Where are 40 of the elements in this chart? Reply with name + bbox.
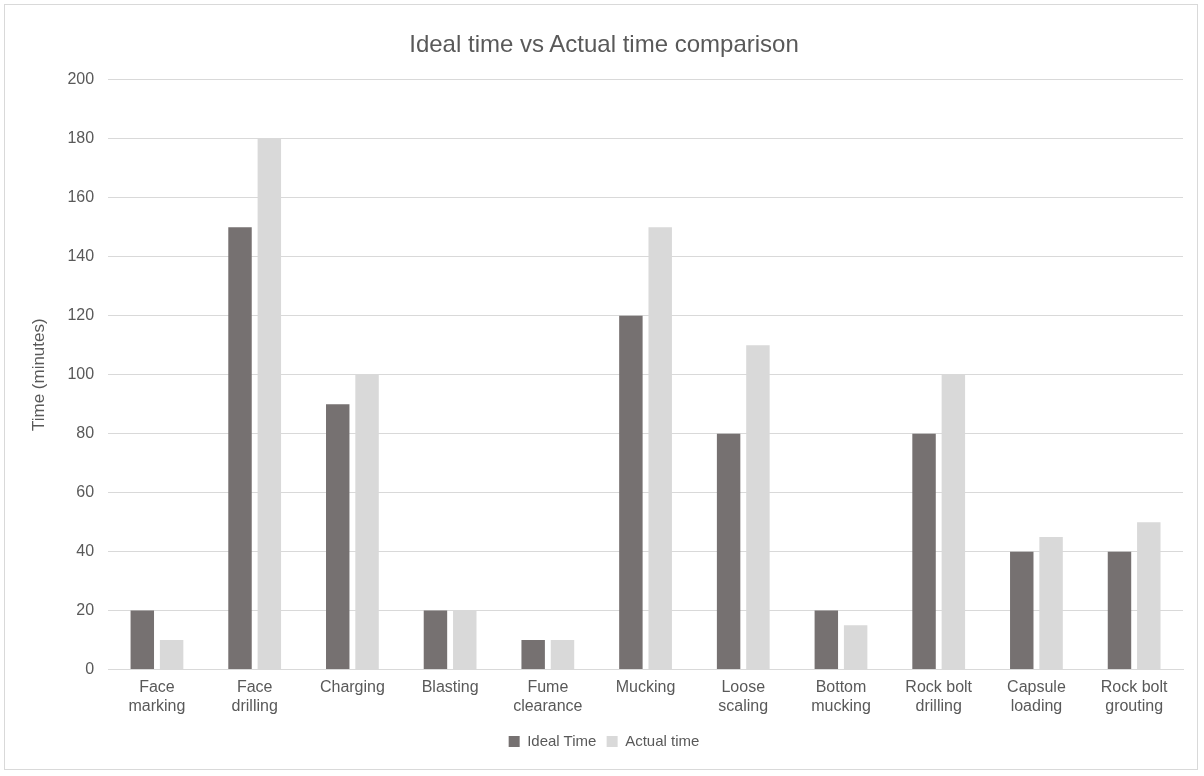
y-tick-label: 100 <box>67 365 95 383</box>
y-axis-title: Time (minutes) <box>28 318 48 432</box>
x-tick-label: Charging <box>319 677 385 695</box>
y-tick-label: 60 <box>76 483 95 501</box>
chart-title: Ideal time vs Actual time comparison <box>409 30 799 58</box>
x-tick-label: Blasting <box>421 677 479 695</box>
bar <box>159 640 184 670</box>
y-tick-label: 200 <box>67 70 95 88</box>
bar <box>423 610 448 670</box>
y-tick-label: 160 <box>67 188 95 206</box>
bar <box>716 433 741 670</box>
x-tick-label: Rock bolt grouting <box>1100 677 1169 714</box>
y-tick-label: 0 <box>85 660 95 678</box>
x-tick-label: Capsule loading <box>1007 677 1066 714</box>
y-tick-label: 120 <box>67 306 95 324</box>
bar <box>1010 551 1034 670</box>
y-tick-label: 20 <box>76 601 95 619</box>
y-tick-label: 80 <box>76 424 95 442</box>
bar <box>912 433 936 670</box>
bar <box>521 640 545 670</box>
x-tick-label: Face marking <box>128 677 186 714</box>
bar <box>1107 551 1132 670</box>
bar <box>550 640 575 670</box>
legend-label: Ideal Time <box>527 731 597 749</box>
y-tick-label: 180 <box>67 129 95 147</box>
x-tick-label: Bottom mucking <box>811 677 871 714</box>
bar <box>130 610 155 670</box>
y-tick-label: 40 <box>76 542 95 560</box>
bar <box>228 227 252 670</box>
x-tick-label: Rock bolt drilling <box>905 677 973 714</box>
bar <box>814 610 839 670</box>
x-tick-label: Mucking <box>615 677 676 695</box>
legend-label: Actual time <box>625 731 700 749</box>
y-tick-label: 140 <box>67 247 95 265</box>
bar <box>326 404 350 670</box>
bar <box>843 625 868 670</box>
x-tick-label: Loose scaling <box>718 677 769 714</box>
x-tick-label: Face drilling <box>231 677 278 714</box>
x-tick-label: Fume clearance <box>513 677 583 714</box>
bar <box>619 315 643 670</box>
